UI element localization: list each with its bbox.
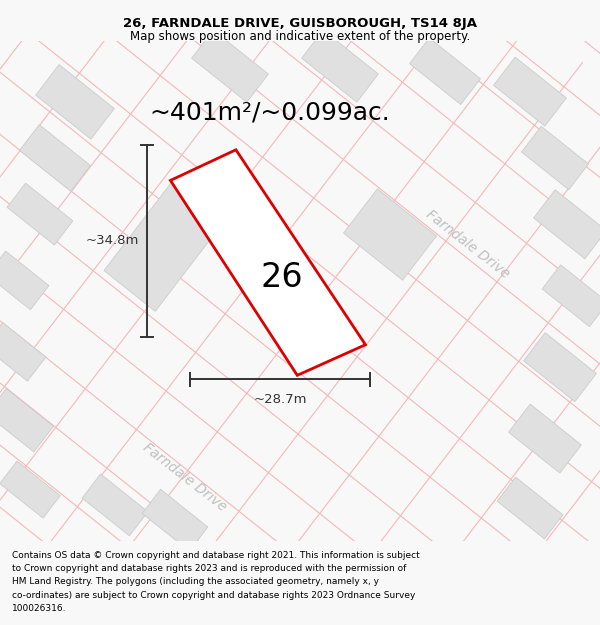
Polygon shape: [497, 477, 563, 539]
Polygon shape: [7, 183, 73, 245]
Text: Map shows position and indicative extent of the property.: Map shows position and indicative extent…: [130, 30, 470, 42]
Text: 26: 26: [261, 261, 304, 294]
Text: ~34.8m: ~34.8m: [86, 234, 139, 247]
Polygon shape: [533, 190, 600, 259]
Polygon shape: [521, 126, 589, 189]
Polygon shape: [509, 404, 581, 473]
Polygon shape: [104, 178, 226, 311]
Text: 100026316.: 100026316.: [12, 604, 67, 612]
Text: Farndale Drive: Farndale Drive: [424, 208, 512, 282]
Polygon shape: [302, 30, 379, 102]
Polygon shape: [410, 38, 481, 104]
Polygon shape: [0, 389, 53, 452]
Text: ~401m²/~0.099ac.: ~401m²/~0.099ac.: [149, 100, 391, 124]
Polygon shape: [142, 489, 208, 551]
Polygon shape: [191, 30, 268, 102]
Text: HM Land Registry. The polygons (including the associated geometry, namely x, y: HM Land Registry. The polygons (includin…: [12, 578, 379, 586]
Polygon shape: [494, 57, 566, 126]
Text: co-ordinates) are subject to Crown copyright and database rights 2023 Ordnance S: co-ordinates) are subject to Crown copyr…: [12, 591, 415, 599]
Polygon shape: [0, 322, 46, 381]
Text: ~28.7m: ~28.7m: [253, 393, 307, 406]
Polygon shape: [170, 150, 365, 376]
Polygon shape: [344, 189, 436, 280]
Polygon shape: [524, 332, 596, 402]
Polygon shape: [20, 125, 91, 191]
Polygon shape: [0, 461, 60, 518]
Polygon shape: [542, 265, 600, 327]
Text: Farndale Drive: Farndale Drive: [140, 441, 229, 514]
Polygon shape: [82, 474, 148, 536]
Text: to Crown copyright and database rights 2023 and is reproduced with the permissio: to Crown copyright and database rights 2…: [12, 564, 406, 573]
Text: 26, FARNDALE DRIVE, GUISBOROUGH, TS14 8JA: 26, FARNDALE DRIVE, GUISBOROUGH, TS14 8J…: [123, 18, 477, 30]
Polygon shape: [36, 64, 114, 139]
Polygon shape: [0, 251, 49, 310]
Text: Contains OS data © Crown copyright and database right 2021. This information is : Contains OS data © Crown copyright and d…: [12, 551, 420, 560]
